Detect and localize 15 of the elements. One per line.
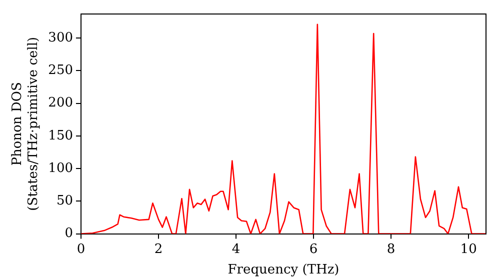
x-tick-label: 4 <box>232 242 240 257</box>
y-tick-label: 250 <box>48 63 74 78</box>
y-tick-label: 100 <box>48 160 74 176</box>
y-tick-label: 300 <box>48 30 74 46</box>
x-tick-label: 8 <box>386 242 396 257</box>
x-axis-title: Frequency (THz) <box>228 262 340 278</box>
y-tick-label: 0 <box>64 226 74 242</box>
x-tick-label: 0 <box>76 242 86 257</box>
y-axis-title: Phonon DOS (States/THz·primitive cell) <box>10 36 41 211</box>
y-tick-label: 150 <box>48 128 74 144</box>
x-tick-label: 10 <box>460 242 477 257</box>
y-tick-label: 50 <box>56 194 74 209</box>
y-tick-label: 200 <box>48 96 74 111</box>
x-tick-label: 6 <box>309 242 318 257</box>
x-tick-label: 2 <box>154 242 163 257</box>
